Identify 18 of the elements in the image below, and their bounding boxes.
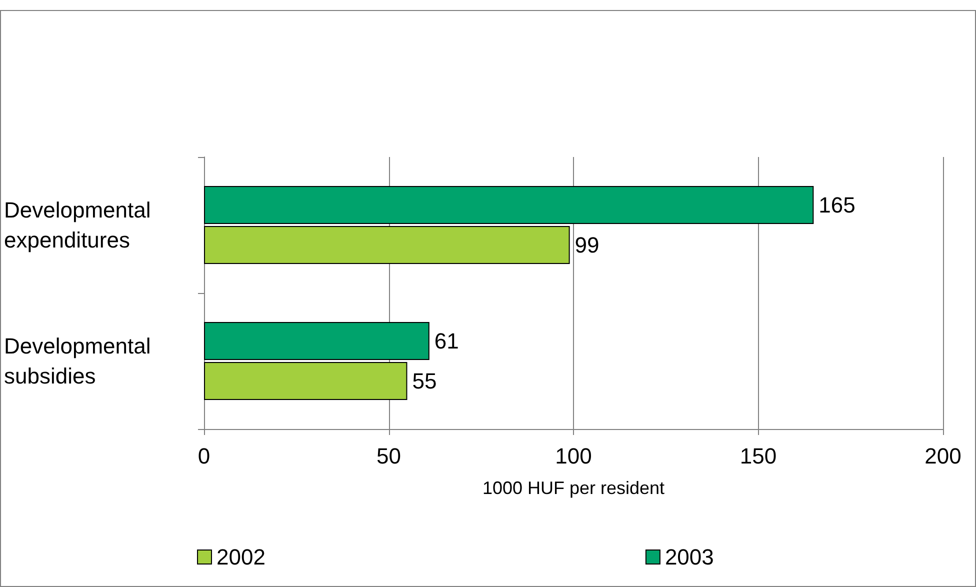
x-tick-label: 200	[924, 444, 962, 468]
legend-label: 2003	[664, 544, 714, 570]
x-tick-label: 50	[376, 444, 401, 468]
x-tick-label: 0	[198, 444, 210, 468]
x-tick-label: 150	[740, 444, 777, 468]
data-label: 165	[818, 192, 856, 218]
bar	[204, 186, 814, 224]
bar	[204, 226, 570, 264]
y-tick-label: Developmental subsidies	[4, 334, 151, 388]
bar	[204, 322, 430, 360]
data-label: 99	[574, 232, 600, 258]
legend-label: 2002	[216, 544, 266, 570]
x-tick-label: 100	[555, 444, 592, 468]
data-label: 61	[434, 328, 459, 354]
x-axis-title: 1000 HUF per resident	[482, 478, 665, 498]
bar	[204, 362, 408, 400]
y-tick-label: Developmental expenditures	[4, 198, 151, 252]
data-label: 55	[412, 368, 437, 394]
